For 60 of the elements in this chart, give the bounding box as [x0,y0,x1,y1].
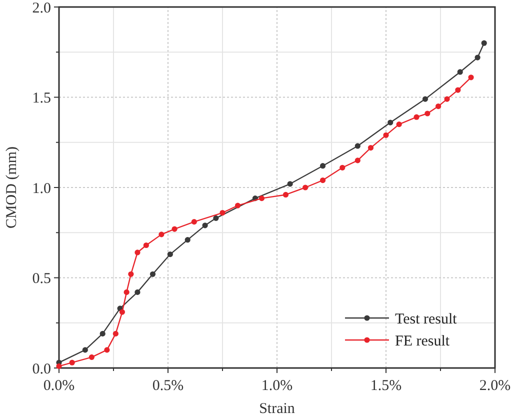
point [124,289,130,295]
point [474,54,480,60]
point [396,122,402,128]
point [340,164,346,170]
point [455,87,461,93]
legend-label: Test result [395,311,458,328]
point [468,74,474,80]
point [320,177,326,184]
point [457,69,463,75]
y-tick-label: 1.0 [32,180,51,197]
x-axis-title: Strain [259,401,296,417]
point [422,96,428,102]
point [112,330,118,337]
point [354,143,360,149]
point [134,289,140,295]
x-tick-label: 2.0% [479,378,511,394]
y-tick-label: 2.0 [32,0,51,16]
point [320,163,326,169]
point [220,210,226,216]
point [88,354,94,360]
point [354,158,360,164]
point [234,202,241,208]
point [383,132,389,138]
y-tick-label: 1.5 [32,90,51,106]
point [158,232,164,238]
point [436,103,442,110]
point [481,40,487,46]
point [287,181,293,187]
x-tick-label: 1.0% [261,378,293,394]
point [150,271,156,277]
point [184,237,190,243]
point [368,144,374,151]
point [167,251,173,258]
point [56,363,62,369]
point [104,347,110,353]
point [202,222,208,228]
point [213,215,219,221]
x-tick-label: 0.5% [152,378,184,394]
point [128,271,134,277]
point [82,347,88,353]
point [302,184,308,190]
point [282,192,289,198]
point [388,120,394,126]
point [444,96,450,102]
x-tick-label: 1.5% [370,378,402,394]
point [143,242,149,248]
x-tick-label: 0.0% [43,378,75,394]
legend-label: FE result [395,333,450,350]
y-axis-title: CMOD (mm) [4,146,20,229]
point [69,360,75,366]
point [119,309,126,315]
point [424,110,430,116]
point [258,196,265,202]
point [172,226,178,232]
point [100,330,106,337]
y-tick-label: 0.0 [32,361,51,378]
y-tick-label: 0.5 [32,271,51,287]
point [414,114,420,120]
point [191,218,197,225]
point [134,250,140,256]
